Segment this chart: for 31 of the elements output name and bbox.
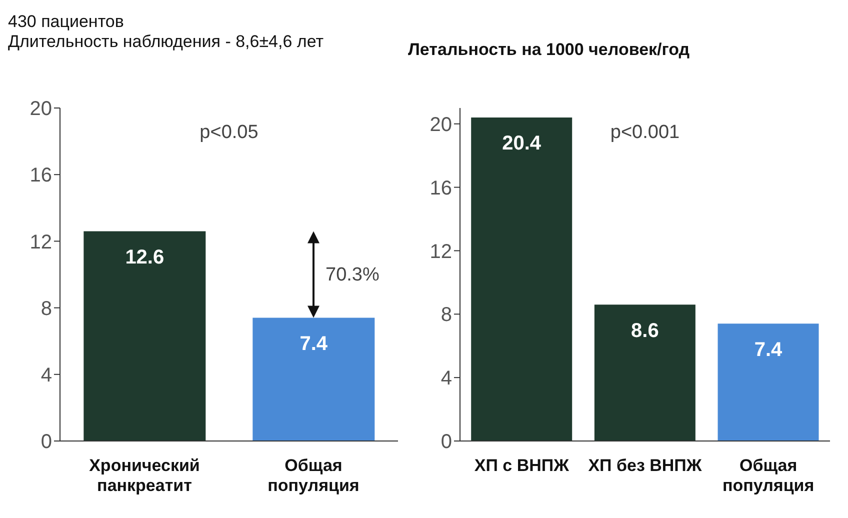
data-label: 20.4 <box>502 132 542 155</box>
bar <box>594 304 696 441</box>
annotation: 70.3% <box>326 264 380 286</box>
y-tick-label: 0 <box>440 431 452 454</box>
chart-title: Летальность на 1000 человек/год <box>408 40 691 60</box>
data-label: 12.6 <box>125 246 164 268</box>
x-tick-label: ХП с ВНПЖ <box>474 456 570 475</box>
y-tick-label: 4 <box>440 368 452 390</box>
x-tick-label: ХП без ВНПЖ <box>588 456 702 475</box>
y-tick-label: 0 <box>40 431 52 454</box>
y-tick-label: 16 <box>30 164 52 187</box>
chart-subtitle: Длительность наблюдения - 8,6±4,6 лет <box>8 32 324 52</box>
y-tick-label: 8 <box>40 298 52 320</box>
x-tick-label: Общая популяция <box>722 456 814 495</box>
data-label: 7.4 <box>754 338 784 361</box>
y-tick-label: 16 <box>430 177 452 200</box>
y-tick-label: 4 <box>40 364 52 386</box>
chart-title: 430 пациентов <box>8 12 125 32</box>
data-label: 8.6 <box>631 320 659 342</box>
annotation: p<0.05 <box>198 122 260 144</box>
y-tick-label: 12 <box>430 240 452 263</box>
x-tick-label: Хронический панкреатит <box>89 456 200 495</box>
y-tick-label: 8 <box>440 304 452 326</box>
y-tick-label: 20 <box>30 98 52 120</box>
y-tick-label: 20 <box>430 114 452 136</box>
y-tick-label: 12 <box>30 231 52 254</box>
x-tick-label: Общая популяция <box>268 456 360 495</box>
bar <box>718 324 819 441</box>
bar <box>471 118 572 441</box>
data-label: 7.4 <box>300 332 328 355</box>
annotation: p<0.001 <box>610 122 680 143</box>
